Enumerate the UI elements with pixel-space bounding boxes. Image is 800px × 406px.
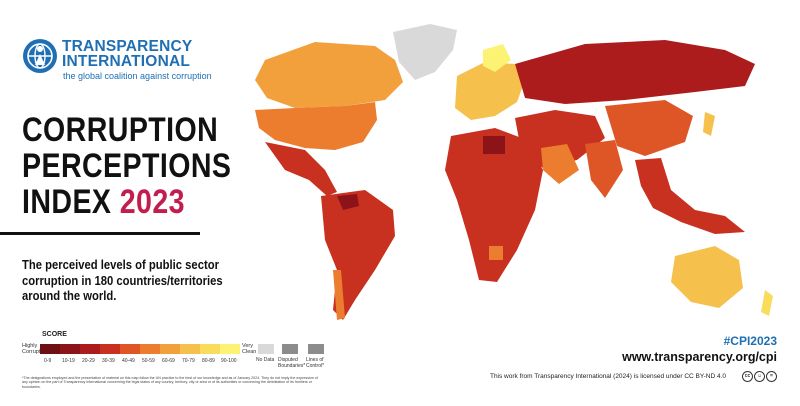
- legend-swatch: [80, 344, 100, 354]
- legend-bin-label: 60-69: [162, 358, 175, 364]
- new-zealand-region: [761, 290, 773, 316]
- legend-swatch: [40, 344, 60, 354]
- map-disclaimer: *The designations employed and the prese…: [22, 376, 318, 389]
- title-line1: CORRUPTION: [22, 111, 219, 149]
- ti-logo: TRANSPARENCY INTERNATIONAL the global co…: [22, 36, 222, 84]
- legend-color-bar: [40, 344, 240, 354]
- disputed-label: Disputed Boundaries*: [278, 357, 306, 369]
- japan-region: [703, 112, 715, 136]
- no-data-swatch: [258, 344, 274, 354]
- cpi-url[interactable]: www.transparency.org/cpi: [622, 350, 777, 364]
- russia-region: [515, 40, 755, 104]
- subtitle-line1: The perceived levels of public sector: [22, 258, 219, 272]
- libya-region: [483, 136, 505, 154]
- europe-region: [455, 62, 525, 120]
- middle-east-region: [515, 110, 605, 168]
- scandinavia-region: [483, 44, 511, 72]
- nd-icon: =: [766, 371, 777, 382]
- india-region: [585, 140, 623, 198]
- legend-high-label: Very Clean: [242, 343, 257, 355]
- title-line2: PERCEPTIONS: [22, 147, 232, 185]
- subtitle-line3: around the world.: [22, 289, 117, 303]
- legend-bin-label: 20-29: [82, 358, 95, 364]
- china-region: [605, 100, 693, 156]
- title-divider: [0, 232, 200, 235]
- world-map: [255, 24, 773, 320]
- org-name-line1: TRANSPARENCY: [62, 38, 193, 55]
- loc-swatch: [308, 344, 324, 354]
- mexico-region: [265, 142, 337, 196]
- africa-region: [445, 128, 543, 282]
- ti-globe-logo-icon: [23, 39, 57, 73]
- legend-bin-label: 80-89: [202, 358, 215, 364]
- legend-bin-label: 10-19: [62, 358, 75, 364]
- australia-region: [671, 246, 743, 308]
- usa-region: [255, 102, 377, 150]
- legend-swatch: [160, 344, 180, 354]
- legend-swatch: [120, 344, 140, 354]
- legend-bin-label: 50-59: [142, 358, 155, 364]
- arabia-region: [541, 144, 579, 184]
- legend-swatch: [140, 344, 160, 354]
- legend-bin-label: 0-9: [44, 358, 52, 364]
- no-data-label: No Data: [256, 357, 275, 363]
- score-legend: SCORE Highly Corrupt Very Clean 0-9 10-1…: [22, 331, 342, 371]
- page-title: CORRUPTION PERCEPTIONS INDEX 2023: [22, 112, 231, 220]
- venezuela-region: [337, 194, 359, 210]
- legend-bin-label: 30-39: [102, 358, 115, 364]
- legend-swatch: [60, 344, 80, 354]
- loc-label: Lines of Control*: [306, 357, 325, 369]
- cc-badge: cc ☺ =: [742, 371, 777, 382]
- title-index: INDEX: [22, 183, 120, 221]
- org-name-line2: INTERNATIONAL: [62, 53, 191, 70]
- disputed-swatch: [282, 344, 298, 354]
- legend-bin-label: 40-49: [122, 358, 135, 364]
- org-tagline: the global coalition against corruption: [63, 71, 212, 81]
- license-text: This work from Transparency Internationa…: [489, 373, 726, 380]
- hashtag: #CPI2023: [723, 334, 777, 348]
- org-name: TRANSPARENCY INTERNATIONAL: [62, 38, 193, 70]
- title-year: 2023: [119, 183, 185, 221]
- chile-region: [333, 270, 345, 320]
- greenland-region: [393, 24, 457, 80]
- legend-swatch: [220, 344, 240, 354]
- legend-title: SCORE: [42, 331, 67, 338]
- legend-swatch: [200, 344, 220, 354]
- legend-bin-label: 70-79: [182, 358, 195, 364]
- subtitle: The perceived levels of public sector co…: [22, 258, 223, 305]
- legend-swatch: [100, 344, 120, 354]
- south-america-region: [321, 190, 395, 320]
- subtitle-line2: corruption in 180 countries/territories: [22, 273, 223, 288]
- canada-region: [255, 42, 403, 108]
- by-icon: ☺: [754, 371, 765, 382]
- legend-swatch: [180, 344, 200, 354]
- southeast-asia-region: [635, 158, 745, 234]
- cc-icon: cc: [742, 371, 753, 382]
- title-line3: INDEX 2023: [22, 184, 231, 220]
- legend-low-label: Highly Corrupt: [22, 343, 41, 355]
- botswana-region: [489, 246, 503, 260]
- legend-bin-label: 90-100: [221, 358, 237, 364]
